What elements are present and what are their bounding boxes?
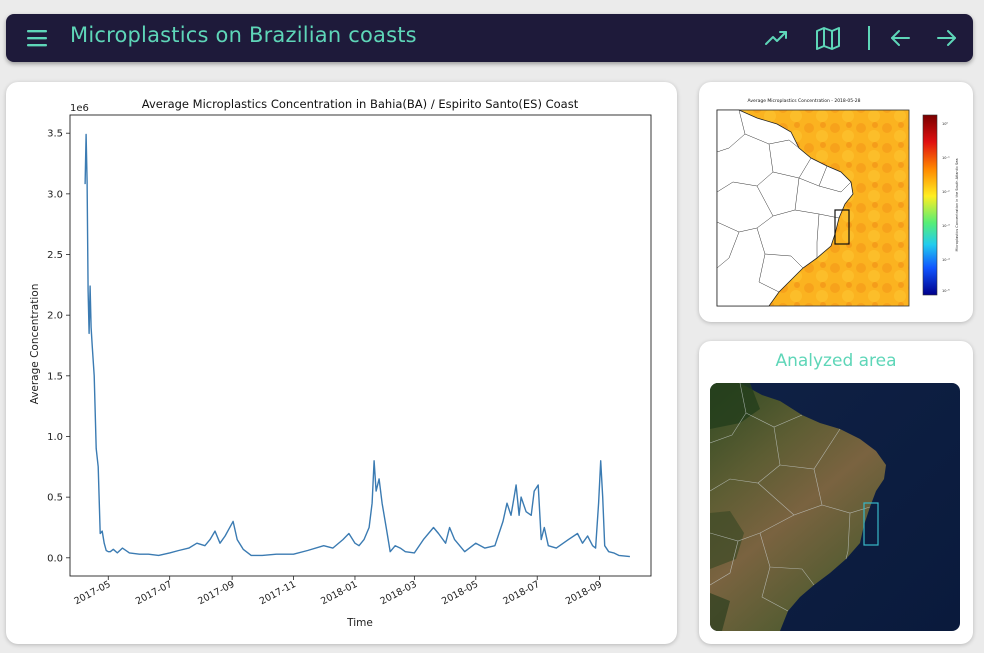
map-title: Average Microplastics Concentration - 20… [748, 98, 861, 104]
concentration-line-chart: Average Microplastics Concentration in B… [29, 97, 652, 629]
x-tick-label: 2018-07 [501, 579, 541, 607]
y-tick-label: 2.5 [47, 250, 63, 261]
y-tick-label: 0.5 [47, 493, 63, 504]
y-multiplier-label: 1e6 [70, 103, 89, 114]
x-tick-label: 2017-05 [72, 579, 112, 607]
menu-icon[interactable] [26, 27, 54, 49]
concentration-map-card: Average Microplastics Concentration - 20… [699, 82, 973, 322]
colorbar-label: Microplastics Concentration in the South… [955, 158, 959, 251]
analyzed-area-card: Analyzed area [699, 341, 973, 644]
x-tick-label: 2018-05 [440, 579, 480, 607]
colorbar-tick: 10⁻³ [942, 224, 950, 228]
satellite-borders [710, 383, 871, 612]
toolbar-divider [868, 26, 870, 50]
colorbar-tick: 10⁻⁴ [942, 258, 950, 262]
x-tick-label: 2017-11 [258, 579, 298, 607]
trending-up-icon[interactable] [764, 26, 790, 50]
x-tick-label: 2018-01 [319, 579, 359, 607]
x-tick-label: 2017-09 [196, 579, 236, 607]
chart-title: Average Microplastics Concentration in B… [142, 97, 579, 111]
app-title: Microplastics on Brazilian coasts [70, 23, 417, 47]
y-tick-label: 0.0 [47, 553, 63, 564]
x-tick-label: 2018-09 [564, 579, 604, 607]
y-tick-label: 3.0 [47, 189, 63, 200]
colorbar-tick: 10⁻¹ [942, 156, 950, 160]
colorbar [922, 114, 938, 296]
satellite-landmass [710, 383, 886, 631]
satellite-map [710, 383, 960, 631]
colorbar-tick: 10⁰ [942, 122, 948, 126]
analysis-box [834, 209, 850, 245]
app-header: Microplastics on Brazilian coasts [6, 14, 973, 62]
y-axis-label: Average Concentration [29, 284, 41, 405]
colorbar-tick: 10⁻⁵ [942, 289, 950, 293]
arrow-left-icon[interactable] [888, 26, 914, 50]
brazil-landmass [716, 109, 854, 307]
colorbar-tick: 10⁻² [942, 190, 950, 194]
arrow-right-icon[interactable] [934, 26, 960, 50]
satellite-analysis-box [863, 502, 879, 546]
concentration-map: Average Microplastics Concentration - 20… [716, 98, 959, 307]
plot-frame [69, 114, 652, 577]
analyzed-area-title: Analyzed area [775, 351, 897, 371]
map-icon[interactable] [815, 26, 841, 50]
chart-card: Average Microplastics Concentration in B… [6, 82, 677, 644]
y-tick-label: 3.5 [47, 129, 63, 140]
y-tick-label: 1.5 [47, 371, 63, 382]
state-borders [716, 109, 852, 293]
y-tick-label: 2.0 [47, 311, 63, 322]
plot-area: 0.0 0.5 1.0 1.5 2.0 2.5 3.0 3.5 2017-05 2017-07 20… [47, 114, 652, 607]
x-axis-label: Time [346, 617, 373, 629]
y-tick-label: 1.0 [47, 432, 63, 443]
concentration-series-line [84, 133, 630, 558]
x-tick-label: 2017-07 [134, 579, 174, 607]
x-tick-label: 2018-03 [379, 579, 419, 607]
